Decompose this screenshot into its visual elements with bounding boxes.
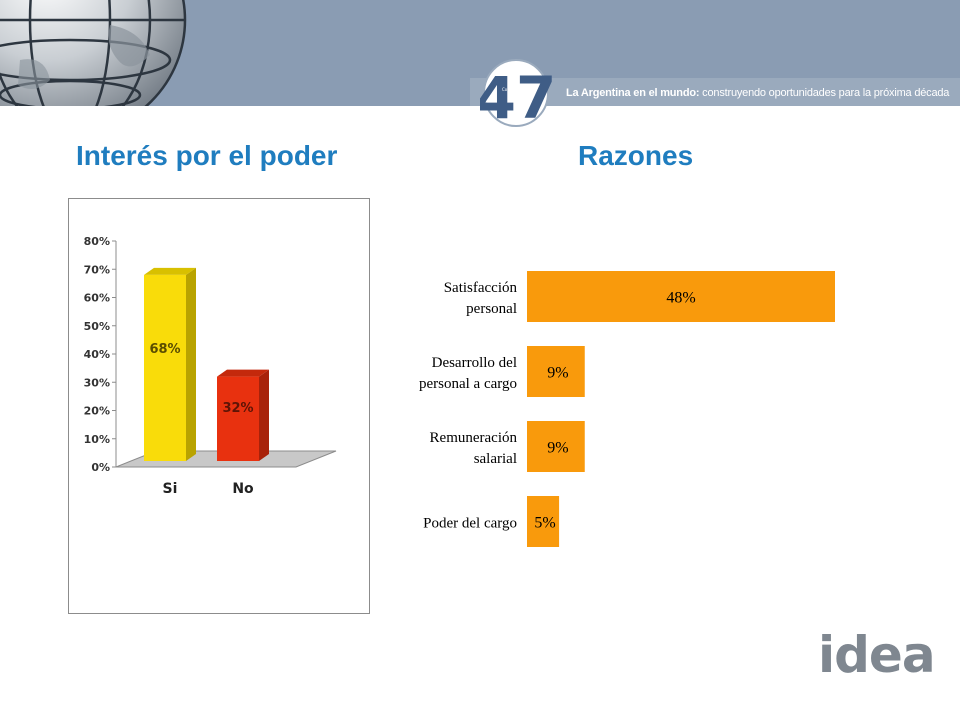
reasons-bar-chart: Satisfacción personal 48% Desarrollo del per… bbox=[419, 271, 835, 547]
reason-category-label: Desarrollo del bbox=[432, 355, 517, 371]
bar-no bbox=[217, 376, 259, 461]
logo-number: 47 bbox=[480, 64, 556, 128]
reason-data-label: 5% bbox=[534, 515, 555, 532]
bar-data-label: 68% bbox=[149, 342, 180, 357]
reason-category-label: Remuneración bbox=[430, 430, 518, 446]
reason-category-label: salarial bbox=[474, 451, 517, 467]
y-tick-label: 30% bbox=[84, 376, 110, 389]
reason-bar bbox=[527, 271, 835, 322]
x-category-label: No bbox=[232, 481, 254, 497]
tagline-bold: La Argentina en el mundo: bbox=[566, 87, 700, 99]
idea-logo: idea bbox=[818, 626, 936, 684]
reason-data-label: 9% bbox=[547, 440, 568, 457]
bar-data-label: 32% bbox=[222, 401, 253, 416]
header-band bbox=[470, 78, 960, 106]
header-tagline: La Argentina en el mundo: construyendo o… bbox=[566, 87, 949, 99]
right-heading: Razones bbox=[578, 140, 694, 171]
reason-category-label: personal a cargo bbox=[419, 376, 517, 392]
y-tick-label: 50% bbox=[84, 320, 110, 333]
bar-si bbox=[144, 274, 186, 461]
tagline-rest: construyendo oportunidades para la próxi… bbox=[699, 87, 950, 99]
interest-column-chart: 0% 10% 20% 30% 40% 50% 60% 70% 80% 68% Si 32% No bbox=[84, 235, 337, 497]
y-tick-label: 70% bbox=[84, 263, 110, 276]
y-tick-label: 60% bbox=[84, 292, 110, 305]
x-category-label: Si bbox=[163, 481, 178, 497]
reason-bar bbox=[527, 346, 585, 397]
y-tick-label: 40% bbox=[84, 348, 110, 361]
left-heading: Interés por el poder bbox=[76, 140, 338, 171]
reason-category-label: personal bbox=[466, 301, 517, 317]
globe-icon bbox=[0, 0, 187, 106]
logo-small-text: Coloquio Anual bbox=[502, 87, 532, 92]
reason-bar bbox=[527, 496, 560, 547]
reason-bar bbox=[527, 421, 585, 472]
header-banner: 47 Coloquio Anual La Argentina en el mun… bbox=[0, 0, 960, 128]
bar-top bbox=[144, 267, 196, 275]
event-logo: 47 Coloquio Anual bbox=[480, 59, 556, 128]
reason-data-label: 9% bbox=[547, 365, 568, 382]
reason-data-label: 48% bbox=[666, 290, 695, 307]
bar-top bbox=[217, 369, 269, 377]
reason-category-label: Satisfacción bbox=[444, 280, 518, 296]
y-tick-label: 80% bbox=[84, 235, 110, 248]
bar-side bbox=[186, 267, 196, 461]
y-tick-label: 10% bbox=[84, 433, 110, 446]
y-tick-label: 20% bbox=[84, 405, 110, 418]
y-tick-label: 0% bbox=[91, 461, 110, 474]
reason-category-label: Poder del cargo bbox=[423, 516, 517, 532]
bar-side bbox=[259, 369, 269, 461]
interest-chart-frame: 0% 10% 20% 30% 40% 50% 60% 70% 80% 68% Si 32% No bbox=[68, 198, 370, 614]
